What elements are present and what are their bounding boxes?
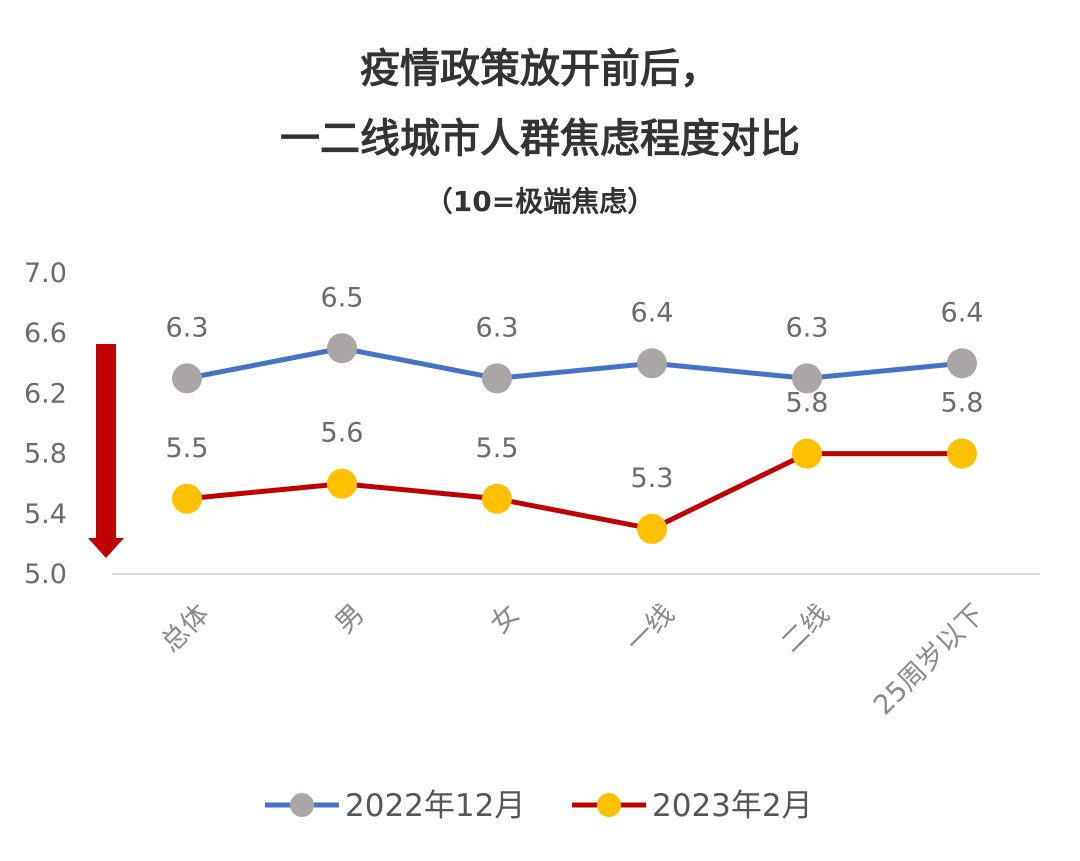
decrease-arrow-head bbox=[88, 538, 124, 558]
y-tick-label: 5.8 bbox=[24, 439, 67, 470]
data-point bbox=[327, 468, 357, 499]
data-label: 5.6 bbox=[321, 418, 364, 449]
data-label: 5.5 bbox=[166, 433, 209, 464]
series-line bbox=[186, 345, 963, 381]
chart-title-line2: 一二线城市人群焦虑程度对比 bbox=[280, 116, 800, 162]
y-tick-label: 5.0 bbox=[24, 559, 67, 590]
data-point bbox=[172, 363, 202, 394]
data-label: 5.5 bbox=[476, 433, 519, 464]
data-label: 5.8 bbox=[941, 388, 984, 419]
data-label: 6.4 bbox=[941, 297, 984, 328]
legend-label: 2023年2月 bbox=[652, 788, 813, 824]
data-label: 6.3 bbox=[476, 312, 519, 343]
x-category-label: 二线 bbox=[775, 599, 835, 659]
decrease-arrow-shaft bbox=[96, 344, 116, 540]
data-point bbox=[947, 348, 977, 379]
data-point bbox=[482, 483, 512, 514]
series-line bbox=[186, 451, 962, 532]
series-layer: 6.3 6.5 6.3 6.4 6.3 6.4 5.5 5.6 5.5 5.3 5.8 5.8 bbox=[166, 282, 984, 544]
data-label: 5.8 bbox=[786, 388, 829, 419]
y-tick-label: 6.2 bbox=[24, 378, 67, 409]
series-1: 6.3 6.5 6.3 6.4 6.3 6.4 bbox=[166, 282, 984, 394]
data-point bbox=[172, 483, 202, 514]
decrease-arrow bbox=[88, 344, 124, 558]
legend: 2022年12月 2023年2月 bbox=[265, 788, 813, 824]
data-point bbox=[947, 438, 977, 469]
data-point bbox=[482, 363, 512, 394]
data-label: 6.5 bbox=[321, 282, 364, 313]
y-tick-label: 5.4 bbox=[24, 499, 67, 530]
legend-item: 2023年2月 bbox=[572, 788, 813, 824]
x-category-label: 25周岁以下 bbox=[868, 599, 991, 722]
data-point bbox=[327, 333, 357, 364]
x-category-label: 男 bbox=[330, 599, 371, 640]
x-category-label: 总体 bbox=[155, 599, 215, 659]
data-label: 6.4 bbox=[631, 297, 674, 328]
data-point bbox=[637, 348, 667, 379]
chart-title-line1: 疫情政策放开前后， bbox=[360, 46, 720, 92]
chart-subtitle: （10=极端焦虑） bbox=[425, 185, 655, 218]
legend-label: 2022年12月 bbox=[345, 788, 525, 824]
y-tick-label: 7.0 bbox=[24, 258, 67, 289]
data-point bbox=[637, 513, 667, 544]
data-label: 6.3 bbox=[166, 312, 209, 343]
data-point bbox=[792, 438, 822, 469]
y-tick-label: 6.6 bbox=[24, 318, 67, 349]
data-label: 5.3 bbox=[631, 463, 674, 494]
x-category-label: 一线 bbox=[620, 599, 680, 659]
y-axis: 7.0 6.6 6.2 5.8 5.4 5.0 bbox=[24, 258, 67, 590]
x-axis: 总体 男 女 一线 二线 25周岁以下 bbox=[155, 599, 990, 722]
data-label: 6.3 bbox=[786, 312, 829, 343]
series-2: 5.5 5.6 5.5 5.3 5.8 5.8 bbox=[166, 388, 984, 544]
data-point bbox=[792, 363, 822, 394]
x-category-label: 女 bbox=[485, 599, 526, 640]
legend-marker bbox=[290, 793, 314, 817]
legend-marker bbox=[597, 793, 621, 817]
legend-item: 2022年12月 bbox=[265, 788, 525, 824]
